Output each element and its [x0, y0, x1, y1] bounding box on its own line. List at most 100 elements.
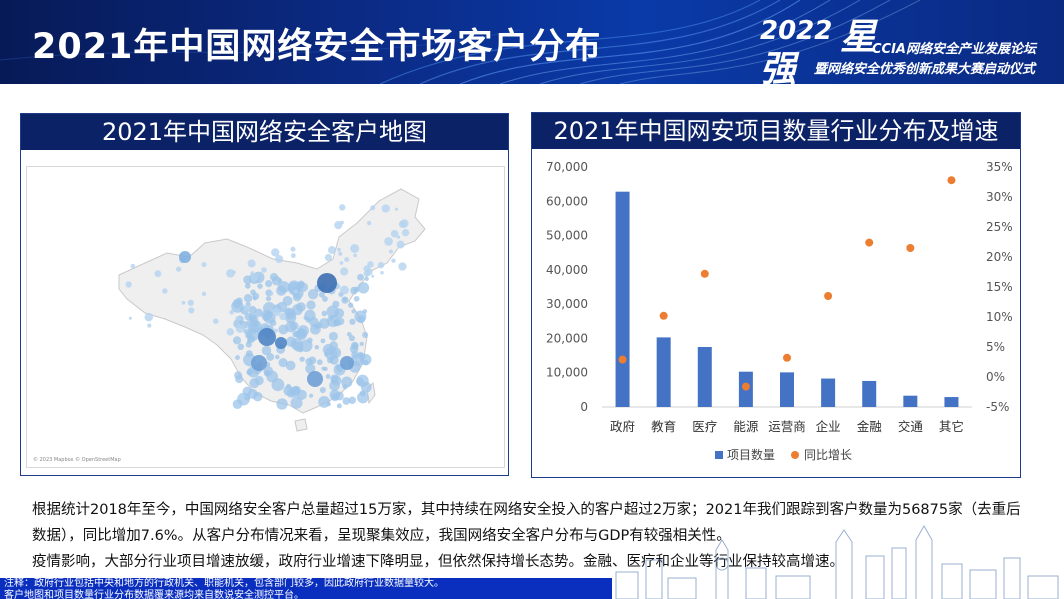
customer-dot — [401, 229, 410, 237]
customer-dot — [285, 360, 296, 371]
customer-dot — [299, 339, 313, 352]
customer-dot — [308, 356, 317, 365]
customer-dot — [299, 356, 305, 362]
customer-density-dots — [125, 204, 410, 410]
left-axis-tick-label: 70,000 — [546, 160, 588, 174]
customer-dot — [353, 253, 357, 258]
category-tick-label: 医疗 — [692, 419, 717, 434]
analysis-paragraph-1: 根据统计2018年至今，中国网络安全客户总量超过15万家，其中持续在网络安全投入… — [32, 502, 1021, 544]
customer-dot — [271, 248, 280, 257]
customer-dot — [367, 261, 374, 268]
customer-dot — [329, 389, 340, 401]
header-wave-decoration — [0, 0, 921, 84]
customer-dot — [257, 283, 263, 289]
footer-note-bar: 注释：政府行业包括中央和地方的行政机关、职能机关，包含部门较多，因此政府行业数据… — [0, 578, 612, 599]
customer-dot — [340, 267, 349, 276]
customer-dot — [363, 359, 369, 366]
customer-dot — [275, 254, 284, 264]
map-credit: © 2023 Mapbox © OpenStreetMap — [33, 457, 121, 463]
customer-dot — [291, 304, 303, 316]
customer-dot — [394, 207, 399, 211]
analysis-text: 根据统计2018年至今，中国网络安全客户总量超过15万家，其中持续在网络安全投入… — [32, 497, 1022, 575]
customer-dot — [293, 341, 304, 352]
customer-dot — [359, 341, 364, 347]
customer-dot — [243, 304, 250, 312]
footer-note-2: 客户地图和项目数量行业分布数据覆来源均来自数说安全测控平台。 — [4, 590, 304, 599]
customer-dot — [243, 294, 253, 303]
customer-dot — [357, 391, 369, 404]
customer-dot — [272, 307, 281, 317]
customer-dot — [252, 391, 263, 402]
right-axis-tick-label: 25% — [986, 220, 1013, 234]
customer-dot — [348, 335, 355, 342]
customer-dot — [261, 267, 267, 273]
category-tick-label: 教育 — [651, 419, 676, 434]
point-yoy-growth — [865, 238, 874, 247]
industry-chart-panel: 2021年中国网安项目数量行业分布及增速 0 10,000 20,000 30,000… — [531, 112, 1021, 478]
left-axis-tick-label: 10,000 — [546, 366, 588, 380]
right-axis-tick-label: 0% — [986, 370, 1005, 384]
customer-dot — [254, 308, 263, 318]
brand-forum-name: CCIA网络安全产业发展论坛 — [872, 42, 1036, 57]
customer-dot — [232, 336, 242, 345]
left-axis-tick-label: 20,000 — [546, 331, 588, 345]
customer-dot — [354, 310, 367, 323]
chart-panel-title: 2021年中国网安项目数量行业分布及增速 — [532, 113, 1020, 149]
customer-dot — [226, 328, 235, 336]
customer-dot — [201, 262, 207, 268]
category-tick-label: 能源 — [733, 419, 759, 434]
analysis-paragraph-2: 疫情影响，大部分行业项目增速放缓，政府行业增速下降明显，但依然保持增长态势。金融… — [32, 554, 844, 570]
customer-dot — [250, 289, 256, 296]
legend-label-bar: 项目数量 — [727, 447, 775, 462]
left-axis-tick-label: 30,000 — [546, 297, 588, 311]
customer-dot — [125, 281, 132, 288]
customer-dot — [130, 263, 136, 269]
customer-dot — [306, 300, 316, 310]
customer-dot — [175, 266, 182, 272]
customer-dot — [290, 396, 303, 409]
customer-dot — [347, 302, 354, 308]
customer-dot — [284, 307, 294, 317]
customer-dot — [346, 331, 352, 337]
customer-dot — [396, 240, 405, 249]
customer-dot — [342, 397, 351, 405]
event-brand-logo: 2022 星 强 CCIA网络安全产业发展论坛 暨网络安全优秀创新成果大赛启动仪… — [756, 12, 1056, 84]
customer-dot — [293, 289, 298, 294]
customer-dot — [269, 272, 278, 282]
right-axis-tick-label: 35% — [986, 160, 1013, 174]
customer-dot — [316, 359, 323, 366]
legend-label-point: 同比增长 — [804, 448, 852, 462]
customer-dot — [328, 331, 338, 341]
customer-dot — [276, 285, 287, 296]
customer-dot — [398, 262, 407, 271]
customer-dot — [344, 257, 350, 263]
customer-dot — [201, 291, 207, 297]
customer-dot — [249, 378, 260, 389]
category-tick-label: 交通 — [898, 419, 924, 434]
industry-combo-chart: 0 10,000 20,000 30,000 40,000 50,000 60,000 70,… — [546, 160, 1013, 462]
customer-dot — [353, 295, 360, 302]
customer-dot — [226, 268, 235, 278]
customer-dot — [336, 403, 342, 409]
footer-note-1: 注释：政府行业包括中央和地方的行政机关、职能机关，包含部门较多，因此政府行业数据… — [4, 578, 444, 589]
customer-dot — [275, 337, 287, 349]
bar-project-count — [903, 395, 918, 407]
customer-dot — [250, 271, 255, 276]
brand-char-star: 星 — [840, 17, 877, 58]
legend-swatch-bar — [715, 451, 723, 459]
customer-dot — [348, 396, 357, 404]
customer-dot — [398, 220, 407, 229]
customer-dot — [279, 312, 287, 321]
point-yoy-growth — [659, 311, 668, 320]
customer-dot — [243, 328, 249, 334]
customer-dot — [334, 308, 345, 319]
customer-dot — [162, 288, 168, 294]
left-axis-tick-label: 50,000 — [546, 229, 588, 243]
customer-dot — [341, 376, 353, 388]
bar-project-count — [862, 380, 877, 407]
customer-dot — [317, 273, 337, 293]
customer-dot — [188, 307, 195, 314]
right-axis-tick-label: 5% — [986, 340, 1005, 354]
customer-dot — [283, 385, 294, 396]
customer-dot — [271, 378, 285, 392]
